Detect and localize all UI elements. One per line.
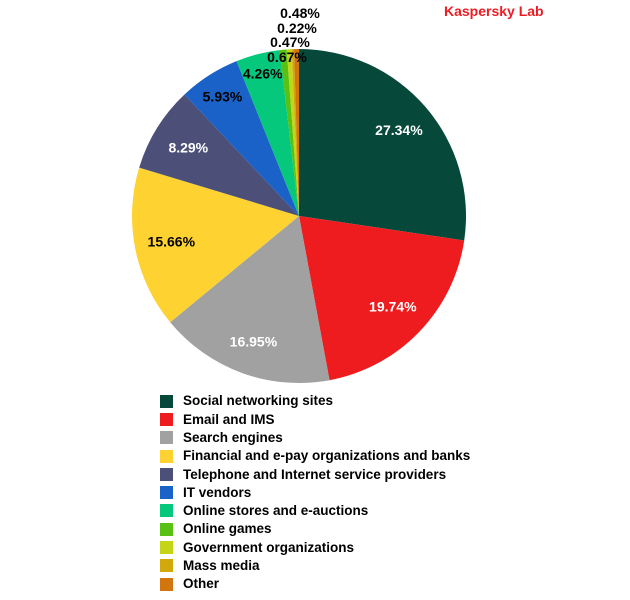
legend-swatch-icon [160,486,173,500]
legend-item-label: IT vendors [183,484,252,500]
legend-swatch-icon [160,522,173,536]
slice-value-label-online-stores-and-e-auctions: 4.26% [243,66,283,82]
slice-value-label-other: 0.48% [280,5,320,21]
legend-item-label: Social networking sites [183,393,334,409]
legend-item-label: Email and IMS [183,411,275,427]
legend-item-label: Financial and e-pay organizations and ba… [183,448,471,464]
pie-slice-online-stores-and-e-auctions [236,50,299,216]
legend-item-label: Telephone and Internet service providers [183,466,447,482]
legend-item-label: Government organizations [183,539,355,555]
legend-swatch-icon [160,449,173,463]
legend-swatch-icon [160,504,173,518]
slice-value-label-email-and-ims: 19.74% [369,298,417,314]
legend-swatch-icon [160,467,173,481]
legend-item-email-and-ims: Email and IMS [160,410,470,428]
legend-swatch-icon [160,412,173,426]
pie-slice-other [293,49,299,216]
pie-slice-government-organizations [286,49,299,216]
legend-item-telephone-and-internet-service-providers: Telephone and Internet service providers [160,465,470,483]
slice-value-label-social-networking-sites: 27.34% [375,122,423,138]
legend-swatch-icon [160,577,173,591]
pie-slice-telephone-and-internet-service-providers [139,94,299,216]
legend-item-label: Other [183,576,220,592]
slice-value-label-it-vendors: 5.93% [203,89,243,105]
pie-slice-social-networking-sites [299,49,466,241]
legend-item-label: Online stores and e-auctions [183,503,369,519]
chart-legend: Social networking sites Email and IMS Sear… [160,392,470,593]
legend-swatch-icon [160,559,173,573]
pie-slice-search-engines [170,216,330,384]
legend-item-label: Search engines [183,429,283,445]
legend-item-online-games: Online games [160,520,470,538]
legend-swatch-icon [160,394,173,408]
legend-item-search-engines: Search engines [160,429,470,447]
legend-item-label: Mass media [183,558,260,574]
slice-value-label-financial-and-e-pay-organizations-and-banks: 15.66% [148,234,196,250]
legend-swatch-icon [160,431,173,445]
legend-item-other: Other [160,575,470,593]
pie-slice-financial-and-e-pay-organizations-and-banks [131,167,299,323]
slice-value-label-mass-media: 0.22% [277,20,317,36]
slice-value-label-telephone-and-internet-service-providers: 8.29% [168,139,208,155]
legend-item-label: Online games [183,521,272,537]
legend-item-financial-and-e-pay-organizations-and-banks: Financial and e-pay organizations and ba… [160,447,470,465]
slice-value-label-online-games: 0.67% [267,49,307,65]
legend-item-it-vendors: IT vendors [160,483,470,501]
pie-slice-email-and-ims [299,216,465,381]
brand-kaspersky-lab: Kaspersky Lab [444,3,544,19]
slice-value-label-government-organizations: 0.47% [270,34,310,50]
pie-slice-online-games [279,49,299,217]
legend-item-online-stores-and-e-auctions: Online stores and e-auctions [160,502,470,520]
legend-swatch-icon [160,541,173,555]
legend-item-mass-media: Mass media [160,557,470,575]
pie-slice-it-vendors [184,61,299,216]
legend-item-social-networking-sites: Social networking sites [160,392,470,410]
pie-slice-mass-media [291,49,299,216]
legend-item-government-organizations: Government organizations [160,538,470,556]
slice-value-label-search-engines: 16.95% [230,334,278,350]
